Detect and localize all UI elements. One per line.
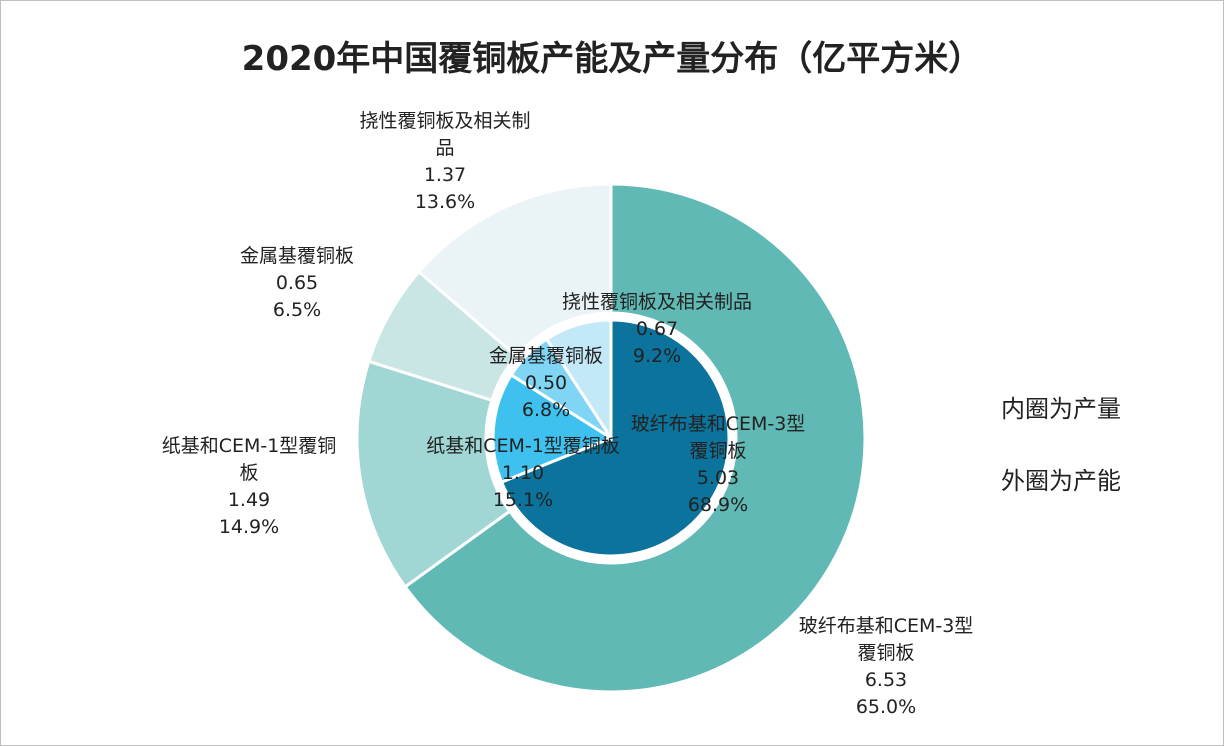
label-line: 挠性覆铜板及相关制 xyxy=(359,110,531,132)
chart-title: 2020年中国覆铜板产能及产量分布（亿平方米） xyxy=(241,39,983,79)
label-line: 玻纤布基和CEM-3型 xyxy=(798,615,974,637)
label-line: 金属基覆铜板 xyxy=(488,345,604,367)
label-line: 6.8% xyxy=(521,399,571,421)
label-line: 15.1% xyxy=(492,489,554,511)
label-line: 65.0% xyxy=(855,696,917,718)
label-line: 纸基和CEM-1型覆铜 xyxy=(161,435,337,457)
label-line: 金属基覆铜板 xyxy=(239,245,355,267)
label-line: 14.9% xyxy=(218,516,280,538)
outer-data-label-2: 金属基覆铜板 0.65 6.5% xyxy=(240,243,354,324)
label-line: 0.65 xyxy=(275,272,319,294)
inner-data-label-3: 挠性覆铜板及相关制品 0.67 9.2% xyxy=(562,289,752,370)
label-line: 品 xyxy=(435,137,455,159)
inner-data-label-1: 纸基和CEM-1型覆铜板 1.10 15.1% xyxy=(426,433,620,514)
label-line: 覆铜板 xyxy=(857,642,915,664)
outer-slice-3 xyxy=(416,182,613,359)
outer-data-label-1: 纸基和CEM-1型覆铜板 1.49 14.9% xyxy=(162,433,337,541)
label-line: 0.50 xyxy=(524,372,568,394)
inner-slice-3 xyxy=(544,318,613,444)
label-line: 1.10 xyxy=(501,462,545,484)
annotation-inner: 内圈为产量 xyxy=(1001,395,1121,423)
outer-slice-1 xyxy=(355,359,512,589)
label-line: 1.49 xyxy=(227,489,271,511)
label-line: 0.67 xyxy=(635,318,679,340)
label-line: 玻纤布基和CEM-3型 xyxy=(630,413,806,435)
label-line: 9.2% xyxy=(632,345,682,367)
inner-slice-0 xyxy=(499,318,731,558)
label-line: 1.37 xyxy=(423,164,467,186)
label-line: 68.9% xyxy=(687,494,749,516)
label-line: 5.03 xyxy=(696,467,740,489)
outer-data-label-3: 挠性覆铜板及相关制品 1.37 13.6% xyxy=(359,108,530,216)
label-line: 纸基和CEM-1型覆铜板 xyxy=(426,435,620,457)
inner-data-label-2: 金属基覆铜板 0.50 6.8% xyxy=(489,343,603,424)
outer-slice-0 xyxy=(403,182,867,694)
outer-data-label-0: 玻纤布基和CEM-3型 覆铜板 6.53 65.0% xyxy=(799,613,974,721)
inner-slice-1 xyxy=(491,372,615,485)
label-line: 13.6% xyxy=(414,191,476,213)
annotation-outer: 外圈为产能 xyxy=(1001,467,1121,495)
label-line: 覆铜板 xyxy=(689,440,747,462)
label-line: 板 xyxy=(239,462,259,484)
label-line: 6.5% xyxy=(272,299,322,321)
label-line: 挠性覆铜板及相关制品 xyxy=(561,291,753,313)
inner-data-label-0: 玻纤布基和CEM-3型 覆铜板 5.03 68.9% xyxy=(631,411,806,519)
label-line: 6.53 xyxy=(864,669,908,691)
